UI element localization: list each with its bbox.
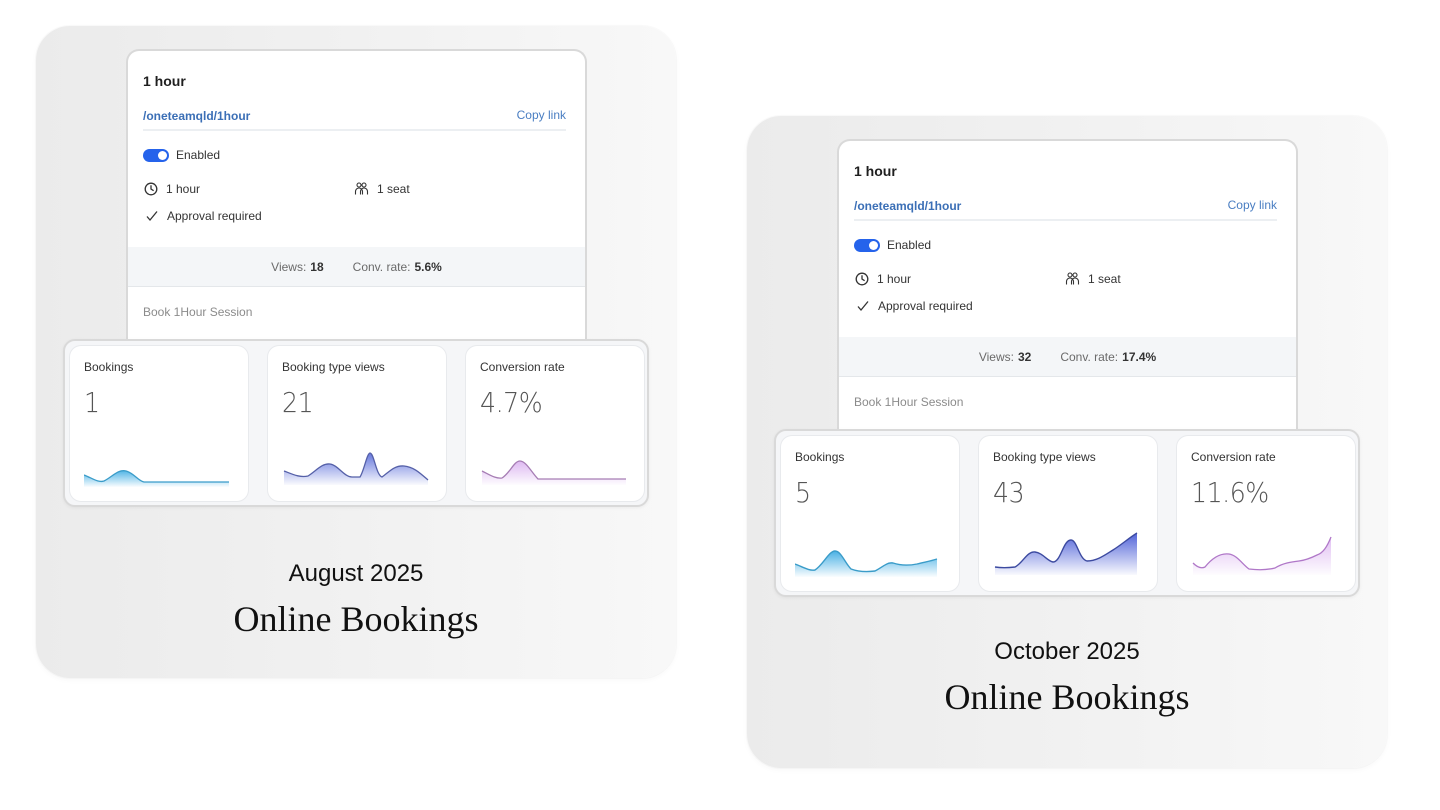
views-value: 18 xyxy=(310,259,324,274)
stat-value: 4.7% xyxy=(480,386,543,419)
duration-text: 1 hour xyxy=(166,181,201,196)
seats-row: 1 seat xyxy=(354,181,410,196)
caption-title: Online Bookings xyxy=(944,677,1190,717)
event-link[interactable]: /oneteamqld/1hour xyxy=(143,109,251,123)
duration-row: 1 hour xyxy=(854,271,911,286)
conversion-rate-card[interactable]: Conversion rate 4.7% xyxy=(466,346,644,501)
enabled-toggle[interactable] xyxy=(854,238,880,252)
divider xyxy=(143,129,566,131)
booking-type-views-card[interactable]: Booking type views 43 xyxy=(979,436,1157,591)
event-description: Book 1Hour Session xyxy=(854,395,964,409)
seats-text: 1 seat xyxy=(377,181,410,196)
duration-text: 1 hour xyxy=(877,271,912,286)
check-icon xyxy=(855,298,870,313)
views-value: 32 xyxy=(1017,349,1032,364)
divider xyxy=(854,219,1277,221)
conv-rate-stat: Conv. rate: 17.4% xyxy=(1060,350,1156,364)
stat-value: 1 xyxy=(84,386,100,419)
stats-cards-row: Bookings 5 Booking type views 43 Convers… xyxy=(774,429,1360,597)
enabled-label: Enabled xyxy=(887,238,932,252)
clock-icon xyxy=(854,271,869,286)
event-description: Book 1Hour Session xyxy=(143,305,253,319)
event-stats-bar: Views: 32 Conv. rate: 17.4% xyxy=(839,337,1296,377)
conversion-sparkline xyxy=(481,460,626,485)
copy-link-button[interactable]: Copy link xyxy=(516,108,566,122)
stat-title: Conversion rate xyxy=(480,360,565,374)
enabled-row: Enabled xyxy=(854,238,931,252)
stat-value: 5 xyxy=(795,476,811,509)
copy-link-button[interactable]: Copy link xyxy=(1227,198,1277,212)
enabled-toggle[interactable] xyxy=(143,148,169,162)
october-panel: 1 hour /oneteamqld/1hour Copy link Enabl… xyxy=(747,116,1387,768)
conv-rate-value: 5.6% xyxy=(414,259,442,274)
duration-row: 1 hour xyxy=(143,181,200,196)
views-label: Views: xyxy=(271,259,307,274)
conversion-rate-card[interactable]: Conversion rate 11.6% xyxy=(1177,436,1355,591)
event-type-card: 1 hour /oneteamqld/1hour Copy link Enabl… xyxy=(126,49,587,349)
views-sparkline xyxy=(283,452,429,485)
views-stat: Views: 32 xyxy=(979,350,1032,364)
views-stat: Views: 18 xyxy=(271,260,324,274)
stats-cards-row: Bookings 1 Booking type views 21 Convers… xyxy=(63,339,649,507)
event-title: 1 hour xyxy=(854,163,897,179)
event-type-card: 1 hour /oneteamqld/1hour Copy link Enabl… xyxy=(837,139,1298,439)
seats-row: 1 seat xyxy=(1065,271,1121,286)
event-title: 1 hour xyxy=(143,73,186,89)
stat-value: 21 xyxy=(282,386,314,419)
bookings-sparkline xyxy=(795,550,938,577)
stat-value: 43 xyxy=(993,476,1025,509)
clock-icon xyxy=(143,181,158,196)
users-icon xyxy=(1065,271,1080,286)
seats-text: 1 seat xyxy=(1088,271,1121,286)
views-sparkline xyxy=(994,532,1138,575)
conv-rate-label: Conv. rate: xyxy=(1060,349,1119,364)
approval-text: Approval required xyxy=(878,298,973,313)
approval-row: Approval required xyxy=(144,208,262,223)
event-link[interactable]: /oneteamqld/1hour xyxy=(854,199,962,213)
enabled-row: Enabled xyxy=(143,148,220,162)
caption-month: October 2025 xyxy=(994,638,1140,665)
stat-title: Conversion rate xyxy=(1191,450,1276,464)
conversion-sparkline xyxy=(1192,536,1332,575)
stat-value: 11.6% xyxy=(1191,476,1269,509)
conv-rate-value: 17.4% xyxy=(1122,349,1157,364)
event-stats-bar: Views: 18 Conv. rate: 5.6% xyxy=(128,247,585,287)
conv-rate-stat: Conv. rate: 5.6% xyxy=(353,260,442,274)
stat-title: Bookings xyxy=(795,450,845,464)
bookings-card[interactable]: Bookings 1 xyxy=(70,346,248,501)
check-icon xyxy=(144,208,159,223)
conv-rate-label: Conv. rate: xyxy=(352,259,411,274)
bookings-card[interactable]: Bookings 5 xyxy=(781,436,959,591)
bookings-sparkline xyxy=(84,470,229,487)
stat-title: Bookings xyxy=(84,360,134,374)
stat-title: Booking type views xyxy=(993,450,1096,464)
approval-text: Approval required xyxy=(167,208,262,223)
enabled-label: Enabled xyxy=(176,148,221,162)
approval-row: Approval required xyxy=(855,298,973,313)
caption-title: Online Bookings xyxy=(233,599,479,639)
users-icon xyxy=(354,181,369,196)
stat-title: Booking type views xyxy=(282,360,385,374)
caption-month: August 2025 xyxy=(288,560,424,587)
booking-type-views-card[interactable]: Booking type views 21 xyxy=(268,346,446,501)
august-panel: 1 hour /oneteamqld/1hour Copy link Enabl… xyxy=(36,26,676,678)
views-label: Views: xyxy=(978,349,1014,364)
